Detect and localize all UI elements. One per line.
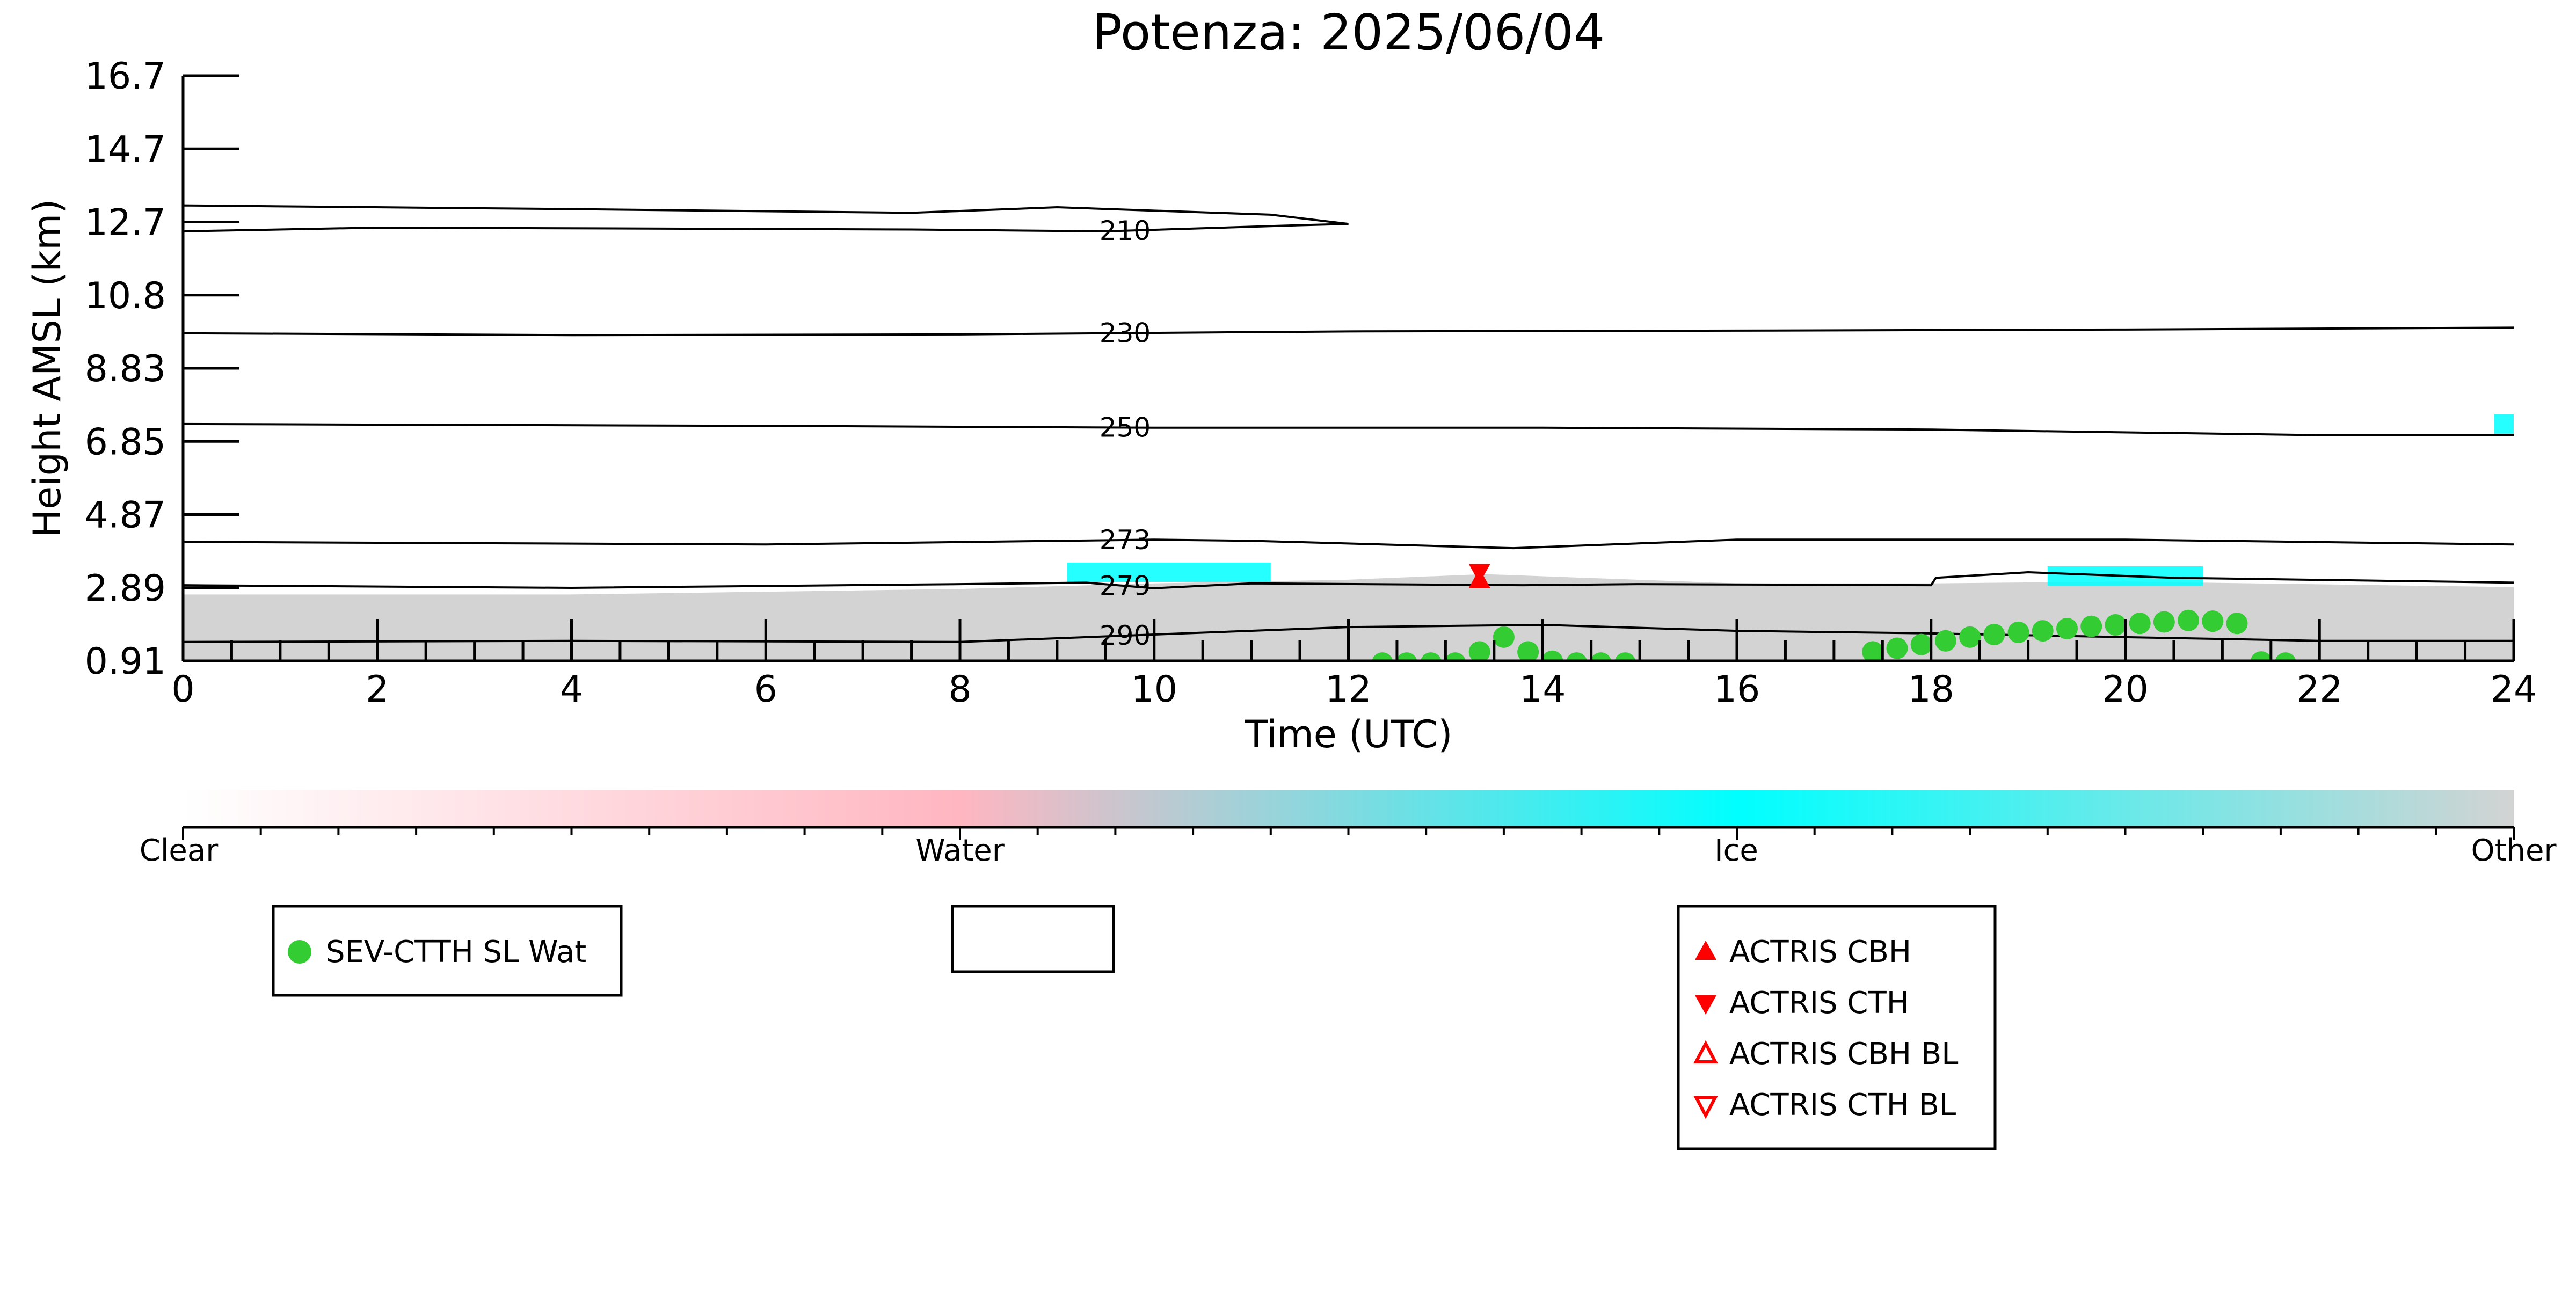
sev-ctth-point — [2080, 615, 2102, 637]
x-tick-label: 12 — [1325, 668, 1372, 711]
legend-empty — [951, 905, 1115, 973]
colorbar-label-water: Water — [915, 833, 1005, 868]
sev-ctth-point — [1396, 652, 1417, 661]
cloud-height-markers — [1372, 564, 2296, 661]
contour-label: 273 — [1100, 524, 1151, 556]
contour-labels: 210 230 250 273 279 290 — [1100, 215, 1151, 651]
temperature-contours — [182, 204, 2514, 643]
sev-ctth-point — [1444, 652, 1466, 661]
sev-ctth-point — [2007, 621, 2029, 643]
x-tick-label: 22 — [2296, 668, 2343, 711]
x-axis-label: Time (UTC) — [1245, 712, 1453, 756]
y-tick-label: 14.7 — [85, 128, 166, 171]
colorbar-label-clear: Clear — [140, 833, 219, 868]
legend-actris-cth-bl-marker — [1693, 1096, 1718, 1119]
y-tick-label: 2.89 — [85, 567, 166, 610]
legend-satellite: SEV-CTTH SL Wat — [272, 905, 623, 997]
sev-ctth-point — [1862, 641, 1884, 661]
colorbar-label-other: Other — [2471, 833, 2557, 868]
sev-ctth-point — [1934, 630, 1956, 652]
colorbar: Clear Water Ice Other — [140, 790, 2557, 868]
contour-label: 230 — [1100, 317, 1151, 348]
y-tick-label: 12.7 — [85, 202, 166, 244]
contour-label: 250 — [1100, 412, 1151, 443]
colorbar-bar — [183, 790, 2514, 827]
sev-ctth-point — [2056, 617, 2078, 639]
y-tick-label: 16.7 — [85, 55, 166, 98]
sev-ctth-point — [1541, 650, 1563, 661]
sev-ctth-point — [2226, 613, 2248, 635]
sev-ctth-point — [2105, 614, 2127, 636]
legend-satellite-label: SEV-CTTH SL Wat — [326, 935, 586, 970]
legend-empty-box — [951, 905, 1115, 973]
contour-line — [183, 326, 2514, 337]
sev-ctth-point — [1886, 637, 1908, 659]
sev-ctth-point — [1493, 626, 1515, 648]
contour-label: 279 — [1100, 570, 1151, 601]
sev-ctth-point — [2032, 620, 2054, 642]
colorbar-label-ice: Ice — [1714, 833, 1758, 868]
x-tick-label: 14 — [1519, 668, 1566, 711]
legend-actris-box — [1677, 905, 1997, 1150]
x-tick-label: 8 — [948, 668, 971, 711]
contour-label: 290 — [1100, 620, 1151, 651]
sev-ctth-point — [1983, 623, 2005, 645]
contour-line — [183, 422, 2514, 436]
sev-ctth-point — [1614, 652, 1636, 661]
y-tick-label: 6.85 — [85, 421, 166, 463]
ice-patch — [2494, 414, 2514, 434]
sev-ctth-point — [1372, 652, 1393, 661]
legend-actris-cth-label: ACTRIS CTH — [1729, 986, 1909, 1021]
legend-actris-cbh-label: ACTRIS CBH — [1729, 935, 1911, 970]
contour-label: 210 — [1100, 215, 1151, 246]
legend-actris-cbh-bl-marker — [1693, 1040, 1718, 1063]
y-axis-ticks: 0.91 2.89 4.87 6.85 8.83 10.8 12.7 14.7 16.7 — [85, 55, 239, 683]
legend-satellite-marker — [288, 940, 311, 964]
sev-ctth-point — [1590, 652, 1612, 661]
x-tick-label: 10 — [1131, 668, 1177, 711]
legend-actris-cth-marker — [1695, 995, 1716, 1015]
x-tick-label: 16 — [1714, 668, 1760, 711]
legend-actris-cth-bl-label: ACTRIS CTH BL — [1729, 1088, 1956, 1123]
y-axis-label: Height AMSL (km) — [25, 199, 69, 538]
sev-ctth-point — [1910, 633, 1932, 655]
sev-ctth-point — [2202, 610, 2224, 632]
legend-actris: ACTRIS CBH ACTRIS CTH ACTRIS CBH BL ACTR… — [1677, 905, 1997, 1150]
sev-ctth-point — [1420, 652, 1442, 661]
sev-ctth-point — [2129, 613, 2151, 635]
sev-ctth-point — [2178, 609, 2200, 631]
sev-ctth-point — [1959, 626, 1981, 648]
legend-actris-cbh-bl-label: ACTRIS CBH BL — [1729, 1037, 1958, 1072]
y-tick-label: 10.8 — [85, 275, 166, 317]
y-tick-label: 4.87 — [85, 494, 166, 537]
ice-patch — [1066, 563, 1271, 582]
x-tick-label: 2 — [366, 668, 389, 711]
actris-cth-point — [1468, 564, 1490, 584]
x-axis-ticks: 0 2 4 6 8 10 12 14 16 18 20 22 24 — [171, 619, 2537, 711]
sev-ctth-point — [2275, 652, 2296, 661]
x-tick-label: 0 — [171, 668, 194, 711]
x-tick-label: 18 — [1908, 668, 1954, 711]
sev-ctth-point — [1468, 641, 1490, 661]
y-tick-label: 8.83 — [85, 348, 166, 390]
contour-line — [183, 571, 2514, 589]
x-tick-label: 6 — [754, 668, 777, 711]
colorbar-ticks — [182, 827, 2515, 840]
contour-line — [182, 204, 1349, 232]
y-tick-label: 0.91 — [85, 640, 166, 683]
contour-line — [183, 538, 2514, 550]
chart-title: Potenza: 2025/06/04 — [1093, 4, 1605, 61]
legend-satellite-box — [272, 905, 623, 997]
sev-ctth-point — [1566, 652, 1588, 661]
legend-actris-cbh-marker — [1695, 941, 1716, 960]
x-tick-label: 24 — [2491, 668, 2537, 711]
sev-ctth-point — [2250, 651, 2272, 661]
sev-ctth-point — [2153, 611, 2175, 633]
x-tick-label: 20 — [2102, 668, 2149, 711]
sev-ctth-point — [1517, 641, 1539, 661]
x-tick-label: 4 — [560, 668, 583, 711]
